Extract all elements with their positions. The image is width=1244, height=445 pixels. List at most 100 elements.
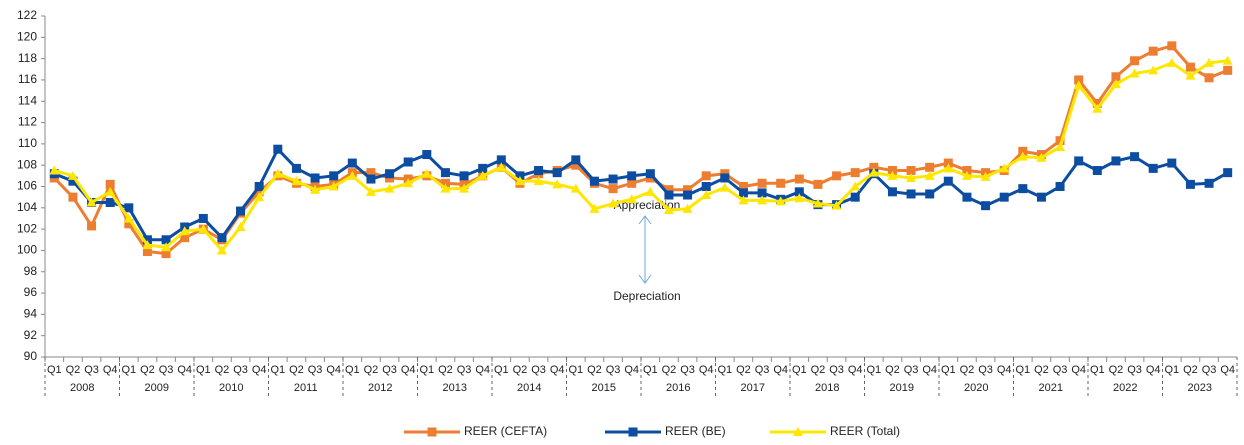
year-label: 2013 xyxy=(443,382,467,394)
year-label: 2019 xyxy=(890,382,914,394)
marker xyxy=(887,187,897,197)
marker xyxy=(757,195,768,205)
legend-label: REER (BE) xyxy=(665,424,726,438)
x-tick-label: Q4 xyxy=(103,364,118,376)
marker xyxy=(925,189,935,199)
marker xyxy=(906,166,916,176)
marker xyxy=(142,247,152,257)
x-tick-label: Q3 xyxy=(606,364,621,376)
series-line xyxy=(53,44,1229,256)
marker xyxy=(701,171,711,181)
marker xyxy=(1223,65,1233,75)
x-tick-label: Q2 xyxy=(736,364,751,376)
marker xyxy=(161,249,171,259)
x-tick-label: Q4 xyxy=(997,364,1012,376)
marker xyxy=(812,198,823,208)
marker xyxy=(720,173,730,183)
y-tick-label: 90 xyxy=(24,349,38,363)
year-label: 2017 xyxy=(741,382,765,394)
x-tick-label: Q3 xyxy=(531,364,546,376)
marker xyxy=(1017,151,1028,161)
year-label: 2014 xyxy=(517,382,541,394)
marker xyxy=(1223,168,1233,178)
y-tick-label: 102 xyxy=(17,221,37,235)
marker xyxy=(663,204,674,214)
marker xyxy=(1185,70,1196,80)
x-tick-label: Q2 xyxy=(587,364,602,376)
marker xyxy=(906,189,916,199)
marker xyxy=(68,192,78,202)
marker xyxy=(365,186,376,196)
x-tick-label: Q3 xyxy=(978,364,993,376)
marker xyxy=(310,173,320,183)
marker xyxy=(1166,57,1177,67)
x-tick-label: Q2 xyxy=(140,364,155,376)
x-tick-label: Q1 xyxy=(419,364,434,376)
x-tick-label: Q3 xyxy=(308,364,323,376)
marker xyxy=(403,157,413,167)
marker xyxy=(254,182,264,191)
marker xyxy=(850,168,860,178)
marker xyxy=(198,213,208,223)
y-tick-label: 118 xyxy=(18,51,37,65)
marker xyxy=(1204,178,1214,188)
marker xyxy=(347,158,357,168)
marker xyxy=(775,196,786,206)
marker xyxy=(608,184,618,194)
marker xyxy=(105,179,115,189)
marker xyxy=(142,235,152,245)
x-tick-label: Q2 xyxy=(1109,364,1124,376)
x-tick-label: Q1 xyxy=(792,364,807,376)
marker xyxy=(477,170,488,180)
marker xyxy=(552,168,562,178)
marker xyxy=(427,427,437,437)
x-tick-label: Q1 xyxy=(568,364,583,376)
x-tick-label: Q2 xyxy=(811,364,826,376)
marker xyxy=(478,163,488,173)
marker xyxy=(961,170,972,180)
x-tick-label: Q4 xyxy=(177,364,192,376)
y-tick-label: 98 xyxy=(24,264,38,278)
year-label: 2015 xyxy=(592,382,616,394)
marker xyxy=(776,178,786,188)
marker xyxy=(329,171,339,181)
marker xyxy=(571,155,581,165)
x-tick-label: Q1 xyxy=(866,364,881,376)
marker xyxy=(1074,156,1084,166)
marker xyxy=(943,176,953,186)
x-tick-label: Q2 xyxy=(66,364,81,376)
marker xyxy=(757,178,767,188)
marker xyxy=(1036,152,1047,162)
marker xyxy=(496,162,507,172)
marker xyxy=(738,195,749,205)
marker xyxy=(887,170,898,180)
arrow-head-down xyxy=(638,274,652,284)
x-tick-label: Q4 xyxy=(1071,364,1086,376)
x-tick-label: Q4 xyxy=(624,364,639,376)
marker xyxy=(1148,65,1159,75)
marker xyxy=(217,233,227,243)
x-tick-label: Q4 xyxy=(475,364,490,376)
marker xyxy=(869,162,879,172)
y-tick-label: 108 xyxy=(17,157,37,171)
marker xyxy=(1204,57,1215,67)
marker xyxy=(1110,79,1121,89)
marker xyxy=(1185,62,1195,72)
x-tick-label: Q4 xyxy=(699,364,714,376)
year-label: 2010 xyxy=(219,382,243,394)
marker xyxy=(757,188,767,198)
marker xyxy=(683,185,693,195)
marker xyxy=(49,165,60,175)
legend-label: REER (Total) xyxy=(830,424,900,438)
marker xyxy=(608,174,618,184)
marker xyxy=(1148,163,1158,173)
y-tick-label: 116 xyxy=(18,72,37,86)
x-tick-label: Q2 xyxy=(438,364,453,376)
marker xyxy=(534,166,544,176)
x-tick-label: Q1 xyxy=(345,364,360,376)
marker xyxy=(515,171,525,181)
year-label: 2012 xyxy=(368,382,392,394)
marker xyxy=(254,187,264,197)
marker xyxy=(608,198,619,208)
